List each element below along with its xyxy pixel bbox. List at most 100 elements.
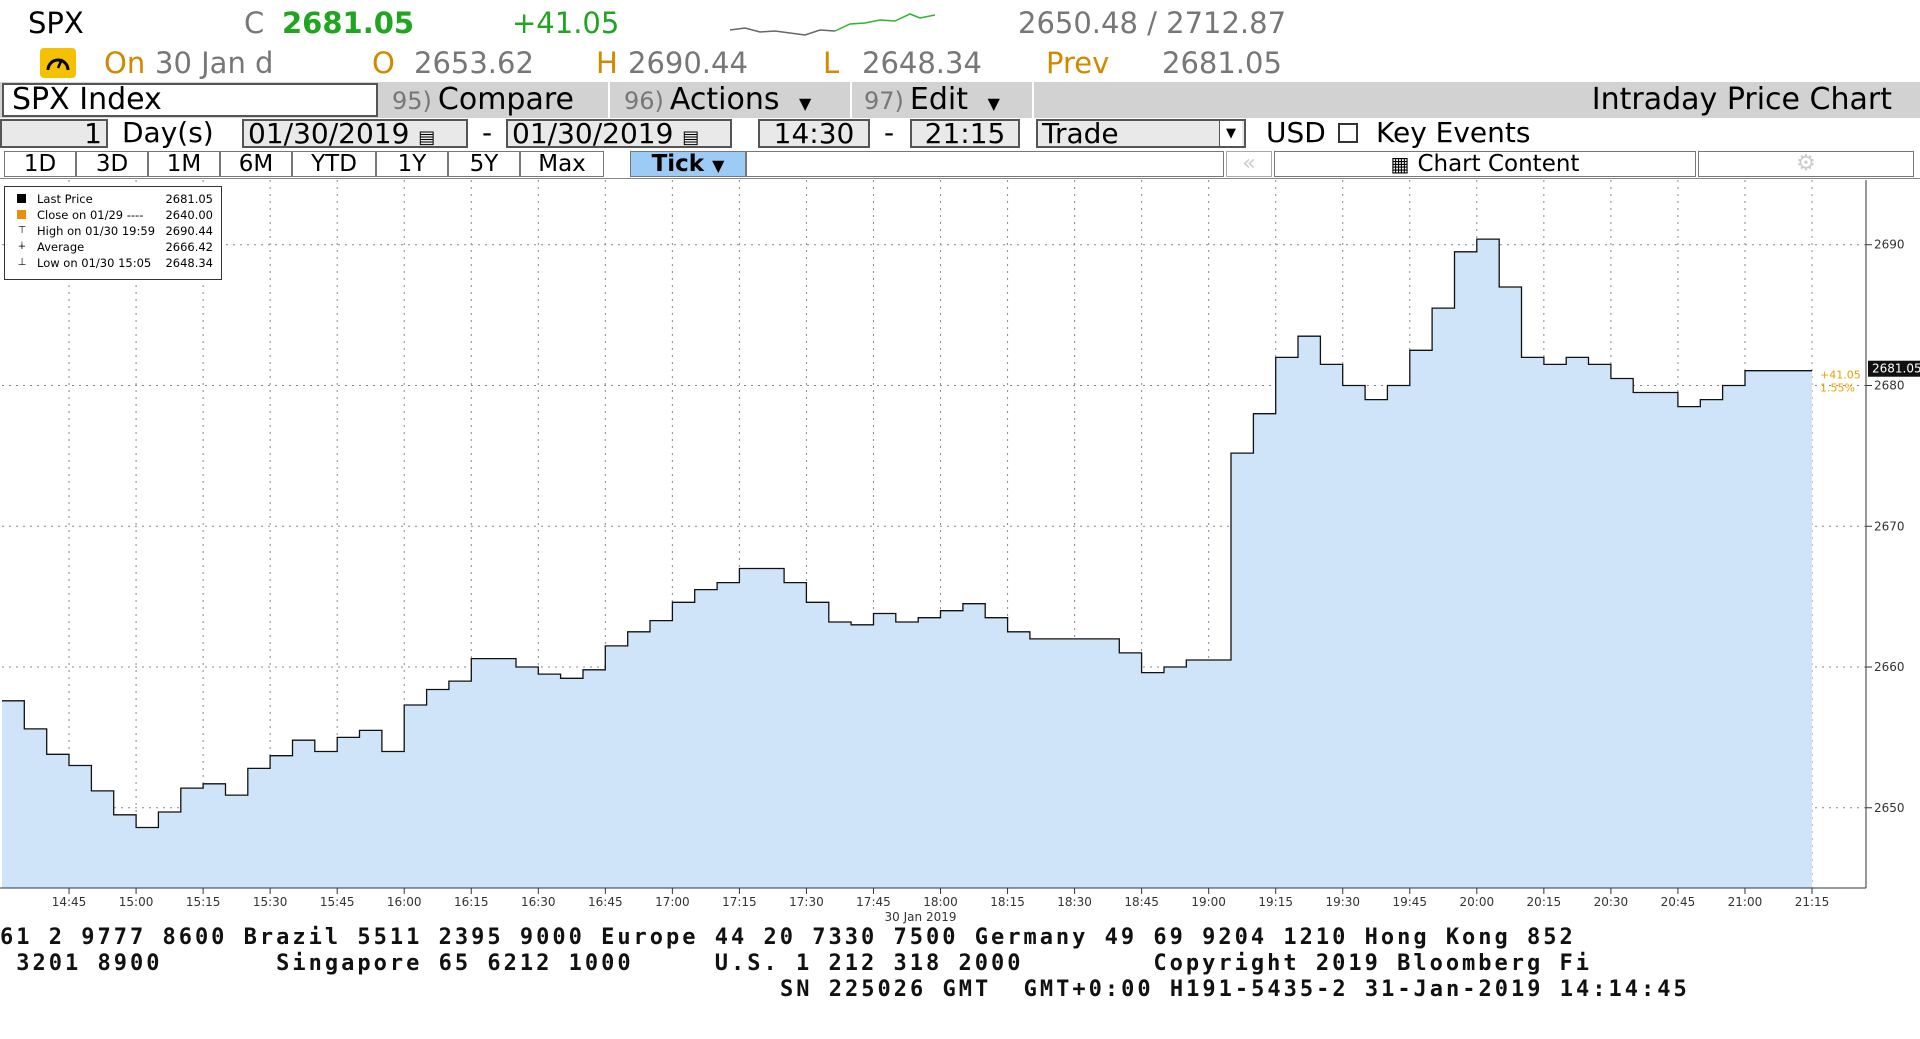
legend-value: 2648.34	[165, 256, 213, 270]
legend-value: 2640.00	[165, 208, 213, 222]
tick-button[interactable]: Tick ▼	[630, 151, 746, 177]
period-button-ytd[interactable]: YTD	[292, 151, 376, 177]
x-tick-label: 19:45	[1392, 895, 1427, 909]
x-axis: 14:45 15:00 15:15 15:30 15:45 16:00 16:15 16:30…	[0, 887, 1866, 924]
change-value: +41.05	[512, 6, 620, 40]
x-tick-label: 17:00	[655, 895, 690, 909]
prev-value: 2681.05	[1162, 46, 1282, 80]
legend[interactable]: Last Price 2681.05 Close on 01/29 ---- 2640…	[4, 186, 222, 280]
x-tick-label: 17:45	[856, 895, 891, 909]
function-toolbar: SPX Index 95) Compare 96) Actions ▼ 97) Edi…	[0, 82, 1920, 118]
gear-icon[interactable]: ⚙	[1698, 151, 1914, 177]
period-button-1d[interactable]: 1D	[4, 151, 76, 177]
close-value: 2681.05	[282, 6, 415, 40]
prev-label: Prev	[1046, 46, 1110, 80]
actions-number: 96)	[624, 87, 664, 115]
range-toolbar: 1 Day(s) 01/30/2019 ▤ - 01/30/2019 ▤ 14:…	[0, 118, 1920, 150]
chevron-down-icon: ▼	[1219, 121, 1242, 146]
legend-high-marker-icon: ⊤	[17, 225, 27, 236]
period-button-5y[interactable]: 5Y	[448, 151, 520, 177]
legend-label: Average	[37, 240, 85, 254]
speedometer-icon[interactable]	[40, 48, 76, 78]
ticker: SPX	[28, 6, 84, 40]
period-button-6m[interactable]: 6M	[220, 151, 292, 177]
y-tick-label: 2670	[1874, 519, 1905, 533]
end-date-input[interactable]: 01/30/2019 ▤	[506, 119, 732, 148]
end-time-input[interactable]: 21:15	[910, 119, 1020, 148]
legend-low-marker-icon: ⊥	[17, 257, 27, 268]
chart-title: Intraday Price Chart	[1591, 82, 1892, 117]
x-tick-label: 18:15	[990, 895, 1025, 909]
period-button-1m[interactable]: 1M	[148, 151, 220, 177]
calendar-icon[interactable]: ▤	[682, 127, 700, 148]
start-date-input[interactable]: 01/30/2019 ▤	[242, 119, 468, 148]
y-tick-label: 2680	[1874, 379, 1905, 393]
event-type-select[interactable]: Trade ▼	[1036, 119, 1246, 148]
y-tick-label: 2690	[1874, 238, 1905, 252]
open-label: O	[372, 46, 395, 80]
x-tick-label: 21:00	[1728, 895, 1763, 909]
x-tick-label: 18:45	[1124, 895, 1159, 909]
start-date-value: 01/30/2019	[248, 117, 410, 150]
legend-label: High on 01/30 19:59	[37, 224, 156, 238]
period-button-1y[interactable]: 1Y	[376, 151, 448, 177]
legend-value: 2690.44	[165, 224, 213, 238]
date-range-dash: -	[482, 116, 493, 149]
x-tick-label: 20:30	[1594, 895, 1629, 909]
footer-session-line: SN 225026 GMT GMT+0:00 H191-5435-2 31-Ja…	[780, 977, 1690, 1002]
x-tick-label: 14:45	[52, 895, 87, 909]
period-button-3d[interactable]: 3D	[76, 151, 148, 177]
legend-square-black-icon	[17, 194, 27, 204]
sparkline	[730, 13, 935, 36]
compare-label: Compare	[437, 82, 574, 117]
compare-number: 95)	[392, 87, 432, 115]
edit-number: 97)	[864, 87, 904, 115]
actions-label: Actions	[669, 82, 780, 117]
x-tick-label: 17:30	[789, 895, 824, 909]
footer-copyright-line: 3201 8900 Singapore 65 6212 1000 U.S. 1 …	[0, 951, 1593, 976]
x-tick-label: 19:15	[1258, 895, 1293, 909]
high-label: H	[596, 46, 618, 80]
price-area-fill	[2, 239, 1812, 889]
days-label: Day(s)	[122, 116, 214, 149]
last-price-tag: 2681.05	[1872, 362, 1920, 376]
days-input[interactable]: 1	[0, 119, 108, 148]
security-field[interactable]: SPX Index	[2, 83, 378, 117]
x-tick-label: 18:30	[1057, 895, 1092, 909]
chevron-down-icon: ▼	[712, 156, 725, 175]
x-tick-label: 18:00	[923, 895, 958, 909]
x-axis-date-label: 30 Jan 2019	[885, 910, 957, 924]
low-value: 2648.34	[862, 46, 982, 80]
x-tick-label: 16:15	[454, 895, 489, 909]
start-time-input[interactable]: 14:30	[758, 119, 870, 148]
price-area	[2, 238, 1812, 889]
legend-square-orange-icon	[17, 210, 27, 220]
change-pct-tag: 1.55%	[1820, 382, 1855, 395]
footer-contacts-line: 61 2 9777 8600 Brazil 5511 2395 9000 Eur…	[0, 925, 1576, 950]
x-tick-label: 20:15	[1527, 895, 1562, 909]
collapse-left-icon[interactable]: «	[1226, 151, 1272, 177]
currency-label: USD	[1266, 116, 1326, 149]
compare-button[interactable]: 95) Compare	[384, 82, 610, 118]
period-button-max[interactable]: Max	[520, 151, 604, 177]
last-price-tag-bg	[1868, 360, 1920, 377]
edit-button[interactable]: 97) Edit ▼	[856, 82, 1034, 118]
edit-dropdown-icon: ▼	[987, 94, 1000, 113]
x-tick-label: 15:00	[119, 895, 154, 909]
day-range: 2650.48 / 2712.87	[1018, 6, 1287, 40]
edit-label: Edit	[909, 82, 969, 117]
legend-average-marker-icon: ∔	[17, 241, 27, 252]
chart-content-button[interactable]: ▦ Chart Content	[1274, 151, 1696, 177]
actions-button[interactable]: 96) Actions ▼	[616, 82, 852, 118]
y-tick-label: 2650	[1874, 801, 1905, 815]
low-label: L	[823, 46, 840, 80]
price-chart[interactable]: 2650 2660 2670 2680 2690 14:45 15:00 15:15 15:3…	[0, 180, 1920, 925]
quote-date: 30 Jan d	[155, 46, 274, 80]
legend-label: Low on 01/30 15:05	[37, 256, 152, 270]
x-tick-label: 19:30	[1325, 895, 1360, 909]
x-tick-label: 16:45	[588, 895, 623, 909]
legend-value: 2666.42	[165, 240, 213, 254]
calendar-icon[interactable]: ▤	[418, 127, 436, 148]
time-range-dash: -	[884, 116, 895, 149]
key-events-checkbox[interactable]	[1338, 123, 1358, 143]
